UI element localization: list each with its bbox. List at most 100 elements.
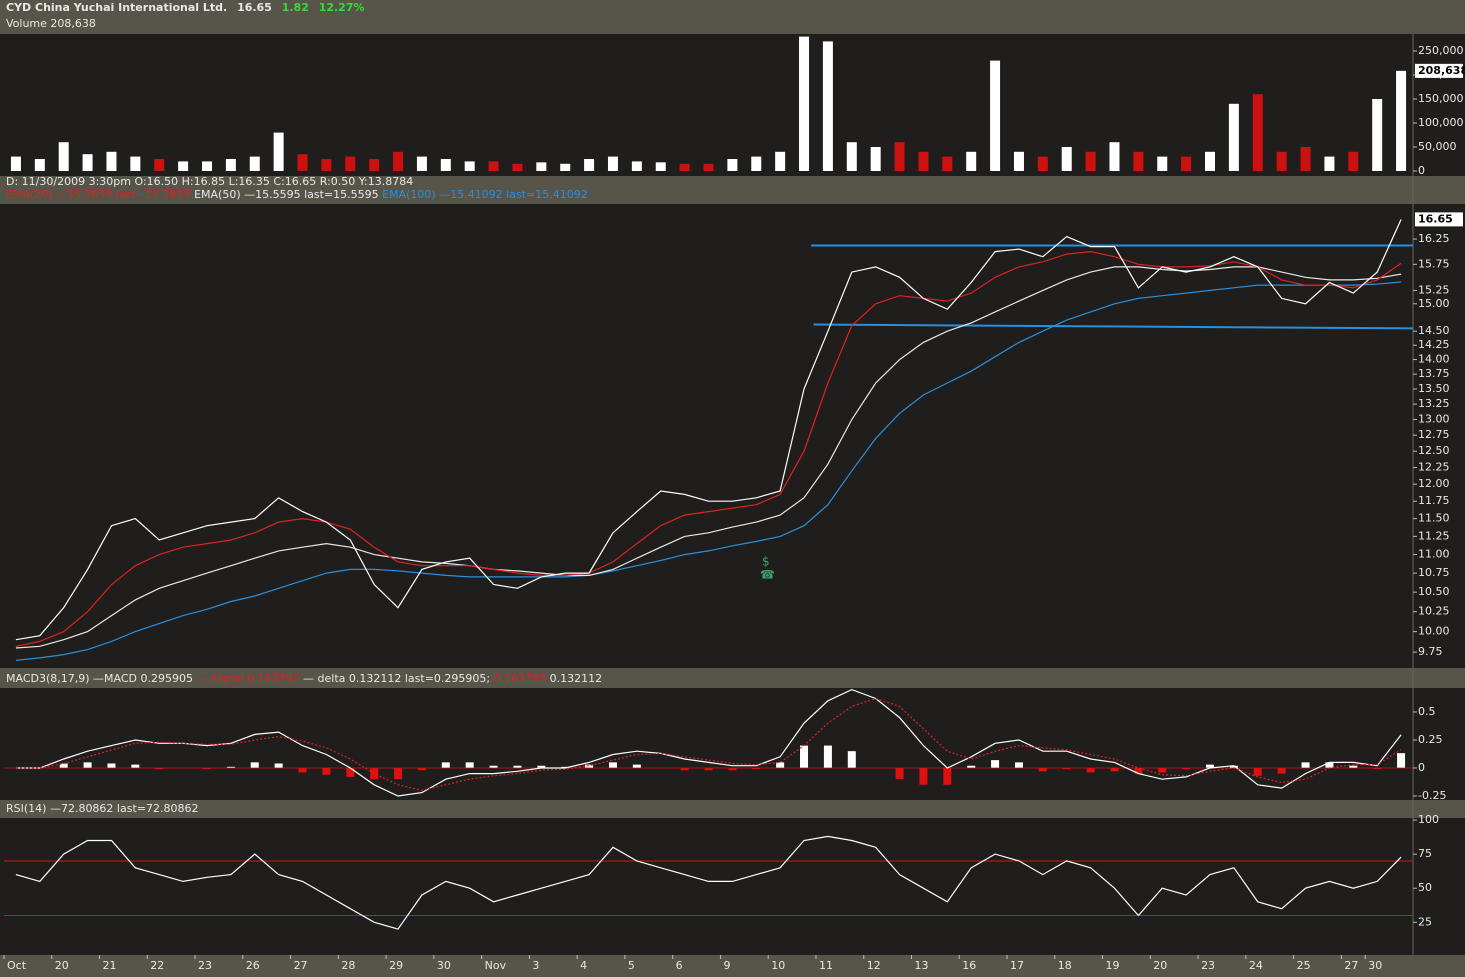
legend-entry: EMA(20) —15.7659 last=15.7659: [6, 188, 191, 201]
y-tick-label: 250,000: [1418, 44, 1464, 57]
histogram-bar: [155, 767, 164, 770]
x-tick-label: Oct: [7, 959, 27, 972]
y-tick-label: 11.75: [1418, 494, 1450, 507]
last-price: 16.65: [237, 1, 272, 14]
histogram-bar: [250, 762, 259, 768]
volume-bar: [1013, 151, 1024, 171]
volume-bar: [369, 158, 380, 171]
volume-bar: [679, 163, 690, 171]
y-tick-label: 12.75: [1418, 428, 1450, 441]
x-tick-label: 9: [723, 959, 730, 972]
macd-line: [15, 688, 1402, 797]
y-tick-label: 10.00: [1418, 625, 1450, 638]
price-info: D: 11/30/2009 3:30pm O:16.50 H:16.85 L:1…: [6, 175, 413, 188]
histogram-bar: [1253, 767, 1262, 776]
volume-bar: [799, 36, 810, 171]
trendline: [813, 323, 1414, 330]
y-tick-label: 15.00: [1418, 297, 1450, 310]
x-tick-label: 17: [1010, 959, 1024, 972]
histogram-bar: [847, 751, 856, 768]
histogram-bar: [1397, 753, 1406, 768]
volume-bar: [249, 156, 260, 171]
volume-bar: [870, 146, 881, 171]
volume-bar: [918, 151, 929, 171]
dividend-icon: $: [762, 555, 770, 569]
volume-bar: [775, 151, 786, 171]
x-tick-label: 20: [1153, 959, 1167, 972]
volume-bar: [822, 41, 833, 171]
volume-bar: [10, 156, 21, 171]
histogram-bar: [680, 767, 689, 771]
histogram-bar: [322, 767, 331, 775]
indicator-line: [15, 835, 1402, 930]
macd-legend-bar: [0, 668, 1465, 688]
histogram-bar: [1325, 762, 1334, 768]
histogram-bar: [59, 763, 68, 768]
change-pct: 12.27%: [319, 1, 365, 14]
y-tick-label: 150,000: [1418, 92, 1464, 105]
histogram-bar: [537, 765, 546, 768]
volume-bar: [464, 161, 475, 171]
legend-entry: 0.132112: [546, 672, 602, 685]
histogram-bar: [1301, 762, 1310, 768]
event-icon: ☎: [760, 568, 775, 582]
histogram-bar: [919, 767, 928, 785]
plots: Oct 20 21 22 23 26 27 28 29 30 Nov 3 4 5 6 9 10 11 12 13 16 1…: [3, 36, 1465, 972]
volume-bar: [1396, 70, 1407, 171]
histogram-bar: [1182, 767, 1191, 770]
histogram-bar: [1349, 765, 1358, 768]
indicator-line: [15, 266, 1402, 649]
histogram-bar: [585, 764, 594, 768]
x-tick-label: 25: [1297, 959, 1311, 972]
x-tick-label: Nov: [485, 959, 507, 972]
histogram-bar: [823, 745, 832, 768]
volume-bar: [1276, 151, 1287, 171]
price-legend-bar: [0, 176, 1465, 204]
x-tick-label: 23: [198, 959, 212, 972]
volume-bar: [297, 154, 308, 171]
volume-bar: [58, 142, 69, 171]
y-tick-label: 9.75: [1418, 645, 1443, 658]
legend-entry: RSI(14) —72.80862 last=72.80862: [6, 802, 198, 815]
x-tick-label: 18: [1058, 959, 1072, 972]
volume-bar: [512, 163, 523, 171]
x-axis-bar: [0, 955, 1465, 977]
legend: RSI(14) —72.80862 last=72.80862: [6, 802, 198, 815]
legend-entry: EMA(50) —15.5595 last=15.5595: [191, 188, 379, 201]
histogram-bar: [1206, 764, 1215, 768]
histogram-bar: [1062, 767, 1071, 770]
chart-title: CYD China Yuchai International Ltd. 16.6…: [6, 1, 365, 14]
y-tick-label: 11.50: [1418, 512, 1450, 525]
x-tick-label: 24: [1249, 959, 1263, 972]
x-tick-label: 10: [771, 959, 785, 972]
volume-bar: [727, 158, 738, 171]
y-tick-label: 50,000: [1418, 140, 1457, 153]
y-tick-label: 16.25: [1418, 232, 1450, 245]
volume-bar: [416, 156, 427, 171]
x-tick-label: 16: [962, 959, 976, 972]
y-tick-label: 0.25: [1418, 733, 1443, 746]
histogram-bar: [1038, 767, 1047, 772]
y-tick-label: 14.50: [1418, 324, 1450, 337]
histogram-bar: [83, 762, 92, 768]
y-tick-label: 13.00: [1418, 412, 1450, 425]
y-tick-label: 0.5: [1418, 705, 1436, 718]
histogram-bar: [370, 767, 379, 780]
volume-bar: [225, 158, 236, 171]
volume-bar: [82, 154, 93, 171]
histogram-bar: [346, 767, 355, 777]
y-tick-label: 10.75: [1418, 566, 1450, 579]
histogram-bar: [226, 766, 235, 768]
volume-bar: [1085, 151, 1096, 171]
histogram-bar: [1014, 762, 1023, 768]
y-tick-label: 75: [1418, 847, 1432, 860]
y-tick-label: 11.00: [1418, 548, 1450, 561]
histogram-bar: [441, 762, 450, 768]
volume-bar: [273, 132, 284, 171]
x-tick-label: 3: [532, 959, 539, 972]
y-tick-label: 15.25: [1418, 283, 1450, 296]
histogram-bar: [417, 767, 426, 771]
x-tick-label: 28: [341, 959, 355, 972]
x-tick-label: 30: [1368, 959, 1382, 972]
